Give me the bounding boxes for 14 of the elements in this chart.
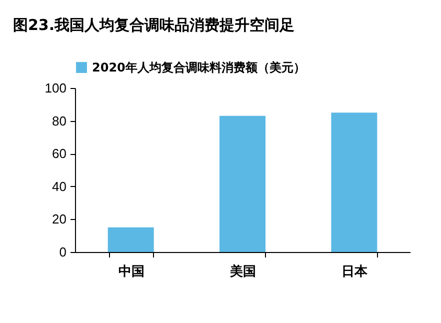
x-tick-label: 日本 xyxy=(342,264,369,280)
bar xyxy=(220,116,266,252)
y-tick-label: 100 xyxy=(44,80,66,96)
x-tick-label: 美国 xyxy=(229,264,256,280)
y-tick-label: 80 xyxy=(52,113,66,128)
x-tick-label: 中国 xyxy=(118,264,144,280)
chart-title: 图23.我国人均复合调味品消费提升空间足 xyxy=(13,16,295,34)
bar xyxy=(331,112,378,252)
y-tick-label: 20 xyxy=(52,212,66,227)
y-tick-label: 60 xyxy=(52,146,66,162)
y-tick-label: 40 xyxy=(52,178,66,194)
bar xyxy=(108,227,154,252)
legend-label: 2020年人均复合调味料消费额（美元） xyxy=(92,60,306,74)
y-tick-label: 0 xyxy=(59,244,66,260)
